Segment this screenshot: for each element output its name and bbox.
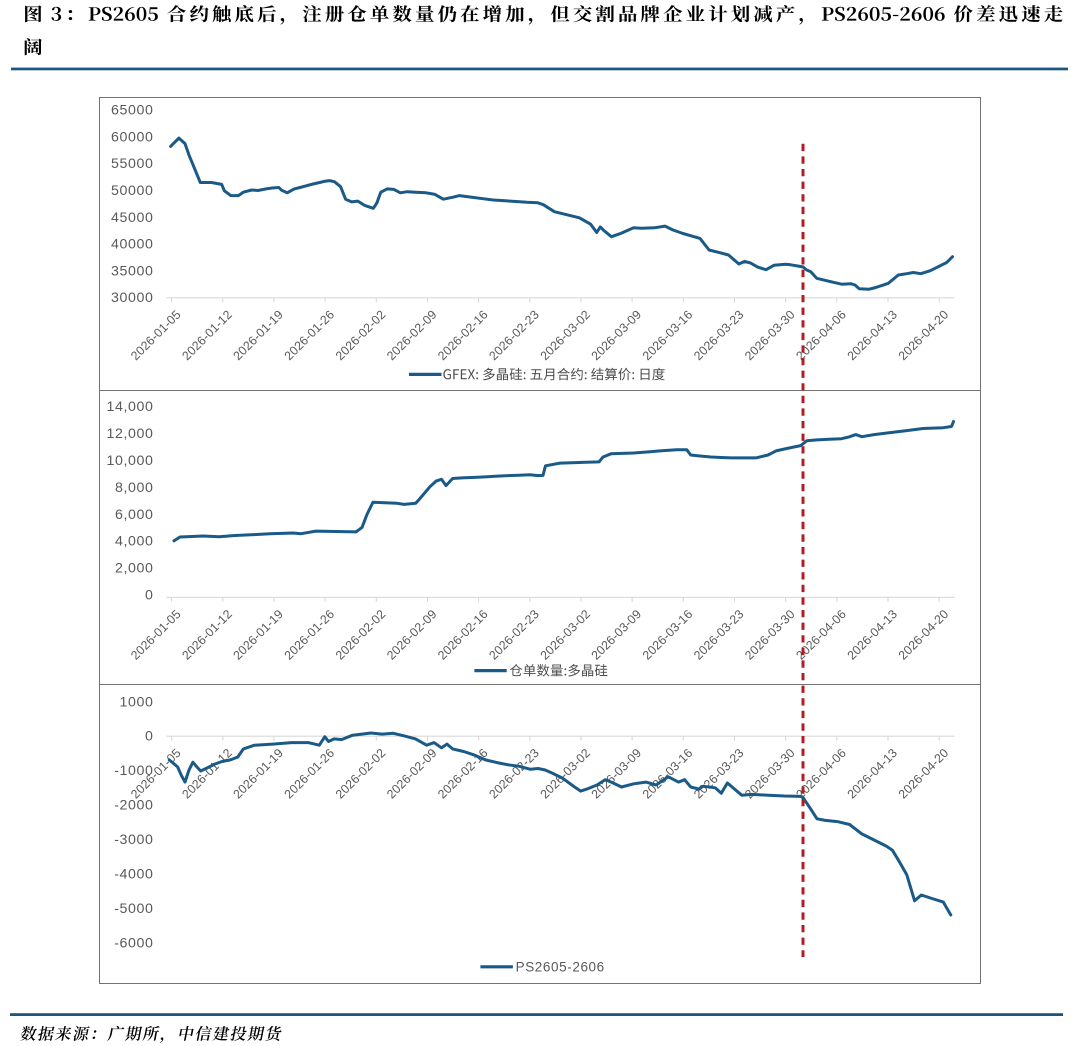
svg-text:8,000: 8,000 bbox=[115, 480, 154, 496]
svg-text:45000: 45000 bbox=[111, 210, 153, 226]
svg-text:65000: 65000 bbox=[111, 103, 153, 119]
svg-text:40000: 40000 bbox=[111, 237, 153, 253]
svg-text:55000: 55000 bbox=[111, 156, 153, 172]
svg-text:-6000: -6000 bbox=[114, 935, 153, 951]
svg-text:60000: 60000 bbox=[111, 129, 153, 145]
svg-text:14,000: 14,000 bbox=[107, 399, 154, 415]
svg-text:6,000: 6,000 bbox=[115, 507, 154, 523]
svg-text:2,000: 2,000 bbox=[115, 561, 154, 577]
svg-text:-5000: -5000 bbox=[114, 901, 153, 917]
svg-text:-1000: -1000 bbox=[114, 763, 153, 779]
svg-text:-3000: -3000 bbox=[114, 832, 153, 848]
svg-text:PS2605-2606: PS2605-2606 bbox=[516, 960, 605, 975]
svg-text:10,000: 10,000 bbox=[107, 453, 154, 469]
svg-text:0: 0 bbox=[145, 729, 154, 745]
svg-text:50000: 50000 bbox=[111, 183, 153, 199]
svg-text:35000: 35000 bbox=[111, 263, 153, 279]
svg-text:0: 0 bbox=[145, 588, 154, 604]
svg-text:30000: 30000 bbox=[111, 290, 153, 306]
svg-text:-2000: -2000 bbox=[114, 798, 153, 814]
svg-text:-4000: -4000 bbox=[114, 866, 153, 882]
svg-text:1000: 1000 bbox=[120, 694, 154, 710]
svg-text:12,000: 12,000 bbox=[107, 426, 154, 442]
svg-text:4,000: 4,000 bbox=[115, 534, 154, 550]
